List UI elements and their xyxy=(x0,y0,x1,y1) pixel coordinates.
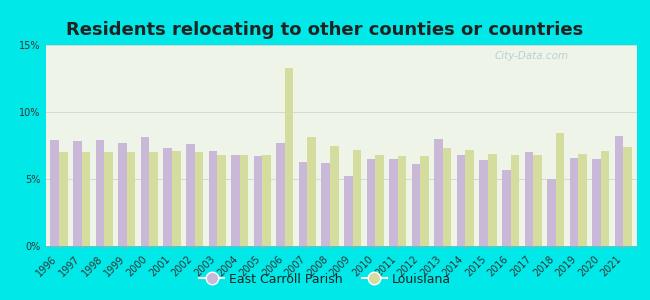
Legend: East Carroll Parish, Louisiana: East Carroll Parish, Louisiana xyxy=(194,268,456,291)
Bar xyxy=(59,152,68,246)
Bar xyxy=(344,176,352,246)
Bar xyxy=(231,155,240,246)
Text: Residents relocating to other counties or countries: Residents relocating to other counties o… xyxy=(66,21,584,39)
Bar xyxy=(150,152,158,246)
Bar xyxy=(262,155,271,246)
Bar xyxy=(307,137,316,246)
Bar xyxy=(194,152,203,246)
Bar xyxy=(321,163,330,246)
Bar xyxy=(209,151,217,246)
Bar xyxy=(375,155,383,246)
Bar xyxy=(615,136,623,246)
Bar xyxy=(217,155,226,246)
Text: City-Data.com: City-Data.com xyxy=(495,51,569,61)
Bar xyxy=(601,151,610,246)
Bar xyxy=(457,155,465,246)
Bar xyxy=(367,159,375,246)
Bar xyxy=(592,159,601,246)
Bar xyxy=(533,155,541,246)
Bar xyxy=(434,139,443,246)
Bar xyxy=(299,162,307,246)
Bar xyxy=(141,137,150,246)
Bar xyxy=(118,143,127,246)
Bar xyxy=(240,155,248,246)
Bar xyxy=(96,140,104,246)
Bar xyxy=(623,147,632,246)
Bar xyxy=(389,159,398,246)
Bar xyxy=(330,146,339,246)
Bar xyxy=(510,155,519,246)
Bar xyxy=(104,152,113,246)
Bar xyxy=(569,158,578,246)
Bar xyxy=(254,156,262,246)
Bar xyxy=(480,160,488,246)
Bar xyxy=(411,164,421,246)
Bar xyxy=(285,68,293,246)
Bar xyxy=(82,152,90,246)
Bar xyxy=(525,152,533,246)
Bar xyxy=(163,148,172,246)
Bar xyxy=(172,151,181,246)
Bar xyxy=(352,149,361,246)
Bar xyxy=(51,140,59,246)
Bar xyxy=(421,156,429,246)
Bar xyxy=(127,152,135,246)
Bar xyxy=(502,169,510,246)
Bar xyxy=(73,142,82,246)
Bar xyxy=(186,144,194,246)
Bar xyxy=(443,148,451,246)
Bar xyxy=(398,156,406,246)
Bar xyxy=(556,134,564,246)
Bar xyxy=(276,143,285,246)
Bar xyxy=(465,149,474,246)
Bar xyxy=(547,179,556,246)
Bar xyxy=(488,154,497,246)
Bar xyxy=(578,154,587,246)
